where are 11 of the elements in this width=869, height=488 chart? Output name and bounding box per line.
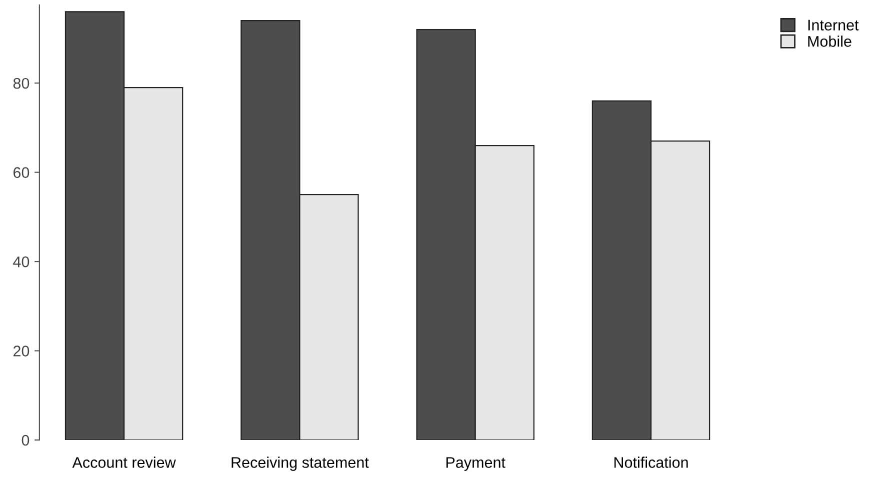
y-tick-label: 80 bbox=[13, 78, 30, 89]
x-tick-label: Receiving statement bbox=[232, 456, 369, 471]
legend-label: Internet bbox=[808, 20, 859, 31]
x-tick-label: Account review bbox=[72, 456, 176, 468]
y-tick-label: 20 bbox=[14, 346, 30, 356]
legend-label: Mobile bbox=[808, 36, 852, 47]
x-tick-label: Notification bbox=[614, 456, 688, 468]
y-tick-label: 60 bbox=[14, 167, 30, 178]
x-tick-label: Payment bbox=[446, 457, 506, 471]
y-tick-label: 0 bbox=[22, 434, 30, 446]
y-tick-label: 40 bbox=[13, 256, 30, 268]
